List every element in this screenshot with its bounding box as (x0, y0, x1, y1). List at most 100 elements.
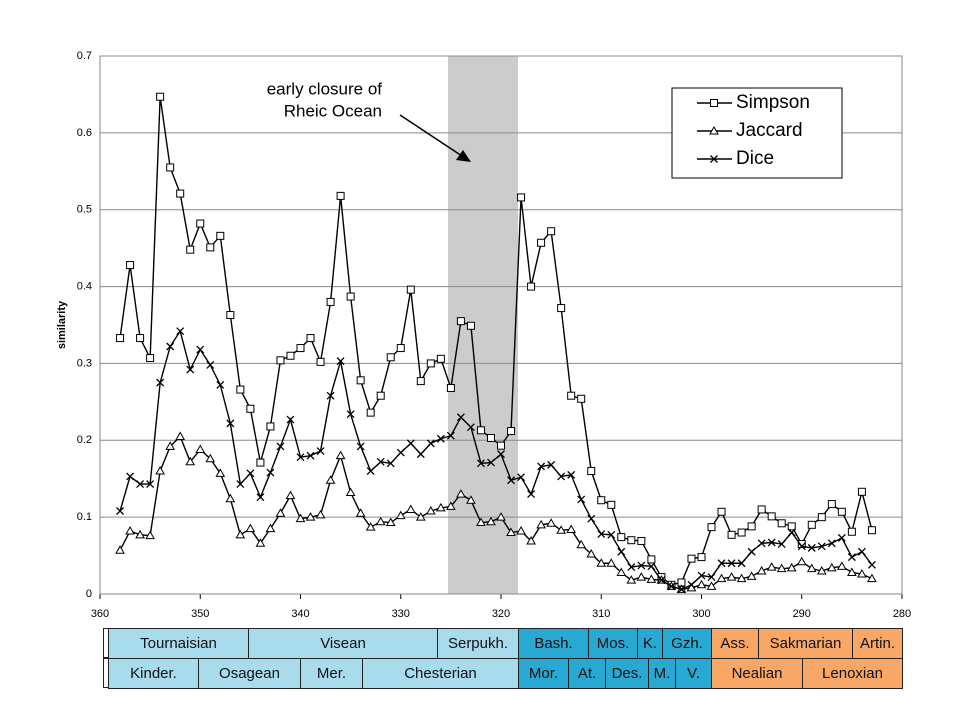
point (246, 469, 255, 478)
point (335, 450, 346, 460)
point (727, 559, 736, 568)
point (636, 572, 647, 581)
point (506, 527, 516, 537)
y-tick-label: 0.1 (77, 511, 92, 523)
stage-cell: Des. (605, 658, 649, 689)
point (436, 354, 445, 363)
point (806, 563, 817, 573)
point (786, 562, 797, 572)
y-tick-label: 0.3 (77, 357, 92, 369)
point (256, 458, 265, 467)
point (707, 523, 716, 532)
point (757, 539, 766, 548)
point (306, 334, 315, 343)
point (797, 542, 806, 551)
point (847, 527, 856, 536)
y-tick-label: 0 (86, 588, 92, 600)
point (405, 504, 416, 513)
legend-label: Jaccard (736, 120, 803, 141)
point (537, 462, 546, 471)
point (707, 573, 716, 582)
point (456, 489, 466, 498)
point (326, 391, 335, 400)
series-line (119, 329, 873, 591)
point (415, 512, 426, 521)
point (596, 558, 607, 567)
point (135, 529, 145, 539)
stage-cell: Chesterian (362, 658, 519, 689)
point (236, 480, 245, 489)
point (787, 522, 796, 531)
legend-label: Simpson (736, 92, 810, 113)
point (176, 189, 185, 198)
point (155, 466, 166, 475)
stage-cell: M. (648, 658, 676, 689)
point (777, 540, 786, 549)
point (566, 524, 577, 533)
point (837, 507, 846, 516)
y-tick-label: 0.2 (77, 434, 92, 446)
point (126, 472, 135, 481)
stage-cell: Mos. (588, 628, 638, 659)
point (577, 495, 586, 504)
point (416, 450, 425, 459)
point (356, 376, 365, 385)
point (807, 543, 816, 552)
stage-cell: Mor. (518, 658, 569, 689)
point (236, 385, 245, 394)
x-tick-label: 360 (91, 608, 109, 620)
x-tick-label: 320 (492, 608, 510, 620)
point (156, 92, 165, 101)
point (486, 516, 496, 526)
point (677, 585, 686, 594)
point (737, 528, 746, 537)
point (817, 513, 826, 522)
point (727, 530, 736, 539)
stage-cell: Tournaisian (108, 628, 249, 659)
point (556, 525, 567, 534)
point (507, 476, 515, 485)
stage-cell: Ass. (711, 628, 759, 659)
point (326, 297, 335, 306)
point (567, 391, 576, 400)
point (216, 231, 225, 240)
point (526, 535, 536, 545)
stage-cell: Lenoxian (802, 658, 903, 689)
point (435, 502, 446, 512)
point (627, 536, 636, 545)
point (456, 413, 465, 422)
point (296, 453, 305, 462)
point (816, 565, 827, 575)
point (476, 517, 486, 527)
y-tick-label: 0.4 (77, 280, 92, 292)
point (626, 575, 637, 584)
stage-cell: Serpukh. (437, 628, 519, 659)
point (847, 553, 856, 562)
point (366, 408, 375, 417)
annotation: Rheic Ocean (284, 101, 382, 120)
point (186, 365, 195, 374)
point (425, 505, 436, 515)
point (657, 576, 666, 585)
point (196, 219, 205, 228)
point (466, 321, 475, 330)
point (737, 559, 746, 568)
point (165, 441, 176, 450)
point (747, 522, 756, 531)
point (827, 500, 836, 509)
stage-cell: Nealian (711, 658, 803, 689)
row-rule (103, 658, 108, 688)
point (276, 442, 285, 451)
x-tick-label: 310 (592, 608, 610, 620)
point (857, 487, 866, 496)
point (316, 447, 325, 456)
legend-marker (710, 155, 718, 163)
point (536, 519, 546, 529)
point (627, 563, 636, 572)
point (756, 565, 767, 575)
stage-cell: At. (568, 658, 606, 689)
point (466, 423, 475, 432)
point (416, 377, 425, 386)
point (245, 523, 256, 533)
